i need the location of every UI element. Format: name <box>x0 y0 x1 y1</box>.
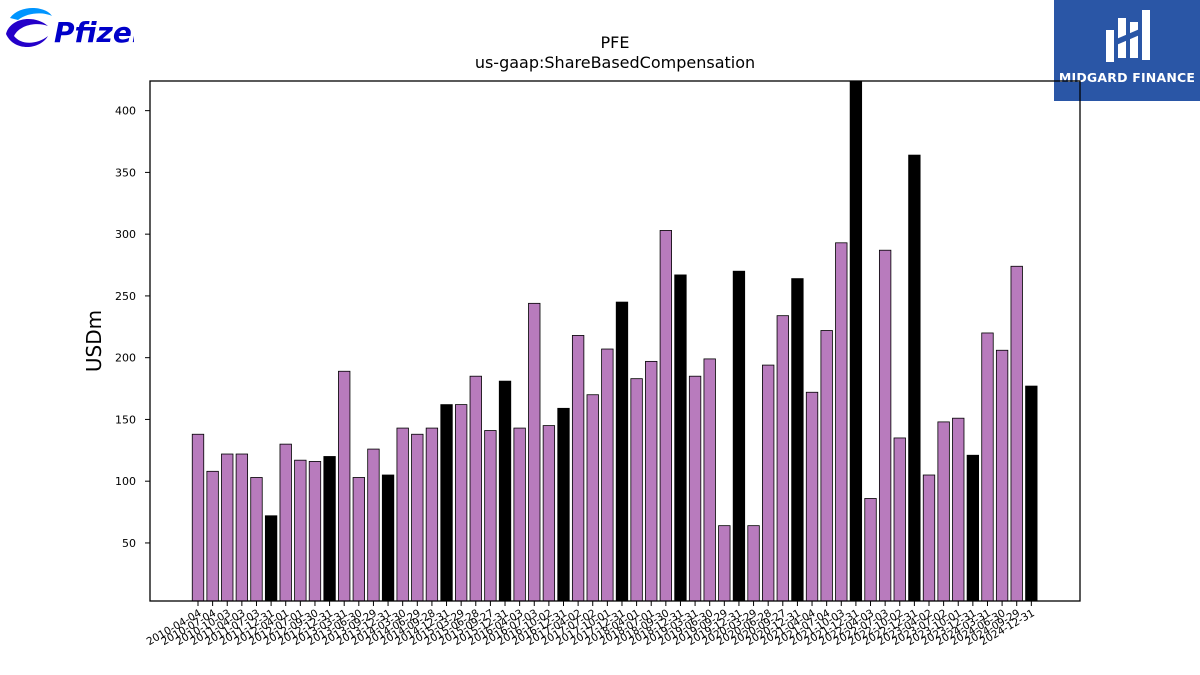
bar-2024-09-29 <box>1010 265 1023 602</box>
y-tick-label: 250 <box>115 290 136 303</box>
bar-2021-04-04 <box>805 391 819 602</box>
y-tick-label: 200 <box>115 352 136 365</box>
bar-2016-12-31 <box>557 407 570 602</box>
y-axis-label: USDm <box>82 310 106 372</box>
y-axis-ticks: 50 100 150 200 250 300 350 400 <box>115 105 150 550</box>
y-tick-label: 350 <box>115 166 136 179</box>
bar-2015-06-28 <box>469 375 482 602</box>
chart-subtitle: us-gaap:ShareBasedCompensation <box>475 53 755 72</box>
y-tick-label: 50 <box>122 537 136 550</box>
bar-2022-07-03 <box>878 249 892 602</box>
bar-2020-03-29 <box>747 525 760 602</box>
y-tick-label: 300 <box>115 228 136 241</box>
bar-2012-07-01 <box>294 459 307 602</box>
bar-2023-12-31 <box>966 454 980 602</box>
pfizer-logo-text: Pfizer <box>54 16 134 49</box>
bar-2016-04-03 <box>513 427 526 602</box>
bar-2024-03-31 <box>981 332 994 602</box>
bar-2012-09-30 <box>308 461 322 602</box>
bar-2024-12-31 <box>1025 385 1038 602</box>
bar-2014-12-31 <box>440 404 453 602</box>
bar-2022-12-31 <box>908 154 921 602</box>
bar-2014-06-29 <box>411 433 424 602</box>
bar-2018-12-31 <box>674 274 687 602</box>
bar-2015-03-29 <box>455 404 468 602</box>
bar-2011-12-31 <box>264 515 278 602</box>
midgard-logo-text: MIDGARD FINANCE <box>1058 70 1196 85</box>
bar-2021-10-03 <box>835 242 848 602</box>
bar-2013-03-31 <box>338 370 351 602</box>
y-tick-label: 400 <box>115 105 136 118</box>
pfizer-logo-icon: Pfizer <box>6 8 148 49</box>
bar-2022-04-03 <box>864 498 877 602</box>
bar-2017-07-02 <box>586 394 599 602</box>
bar-2014-03-30 <box>396 427 409 602</box>
bar-2010-10-03 <box>221 453 234 602</box>
bar-2023-04-02 <box>922 474 936 602</box>
bar-2010-04-04 <box>191 433 205 602</box>
bar-2020-12-31 <box>791 278 804 602</box>
bar-2012-04-01 <box>279 443 292 602</box>
x-axis-ticks: 2010-04-042010-07-042010-10-032011-04-03… <box>145 601 1037 648</box>
bar-2022-10-02 <box>893 437 906 602</box>
bar-2017-10-01 <box>601 348 614 602</box>
bars-group <box>191 80 1038 602</box>
bar-2017-12-31 <box>615 301 629 602</box>
bar-2018-04-01 <box>630 378 643 602</box>
y-tick-label: 100 <box>115 475 136 488</box>
bar-2017-04-02 <box>571 335 585 602</box>
plot-frame <box>149 80 1081 602</box>
midgard-logo-icon <box>1106 10 1150 62</box>
bar-2019-12-31 <box>732 270 746 602</box>
bar-2014-09-28 <box>425 427 439 602</box>
bar-2023-07-02 <box>937 421 950 602</box>
bar-2020-06-28 <box>762 364 775 602</box>
bar-2019-03-31 <box>688 375 702 602</box>
bar-2013-06-30 <box>352 477 365 602</box>
pfizer-logo: Pfizer <box>4 4 148 56</box>
bar-2018-09-30 <box>659 230 672 602</box>
bar-2016-10-02 <box>542 425 556 602</box>
bar-2016-07-03 <box>528 302 541 602</box>
bar-2011-07-03 <box>250 477 263 602</box>
bar-2015-12-31 <box>498 380 512 602</box>
bar-2011-04-03 <box>235 453 249 602</box>
bar-2013-12-31 <box>381 474 395 602</box>
bar-2021-12-31 <box>849 80 863 602</box>
bar-2019-09-29 <box>718 525 731 602</box>
bar-2015-09-27 <box>484 430 497 602</box>
midgard-finance-logo: MIDGARD FINANCE <box>1054 0 1200 101</box>
chart-title: PFE <box>601 33 630 52</box>
bar-2012-12-31 <box>323 456 336 602</box>
bar-2023-10-01 <box>952 417 965 602</box>
bar-2021-07-04 <box>820 330 833 602</box>
bar-2020-09-27 <box>776 315 789 602</box>
bar-2019-06-30 <box>703 358 716 602</box>
y-tick-label: 150 <box>115 413 136 426</box>
bar-2013-09-29 <box>367 448 380 602</box>
bar-2024-06-30 <box>995 349 1009 602</box>
bar-2010-07-04 <box>206 470 219 602</box>
bar-2018-07-01 <box>645 360 658 602</box>
